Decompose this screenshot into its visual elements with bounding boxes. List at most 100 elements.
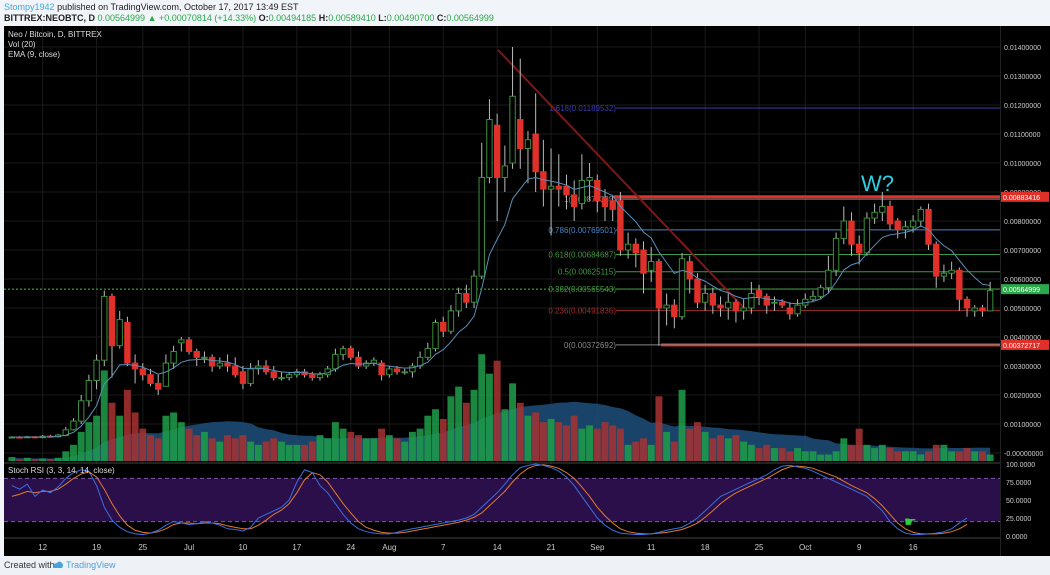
candle xyxy=(617,200,624,251)
price-tick: 0.01200000 xyxy=(1004,103,1041,110)
candle xyxy=(632,243,640,254)
candle xyxy=(201,356,208,359)
candle xyxy=(940,272,948,277)
volume-bar xyxy=(940,444,948,461)
volume-bar xyxy=(886,448,894,461)
candle xyxy=(501,165,509,178)
candle xyxy=(509,95,516,164)
candle xyxy=(339,348,347,355)
chart-pane[interactable]: 1.618(0.01189532) 1(0.00875335) 0.786(0.00… xyxy=(4,26,1000,556)
fib-label-0.786: 0.786(0.00769501) xyxy=(548,226,616,235)
candle xyxy=(463,293,470,303)
candle xyxy=(347,348,354,358)
candle xyxy=(855,243,863,254)
volume-bar xyxy=(909,451,917,461)
price-tick: 0.00700000 xyxy=(1004,248,1041,255)
fib-label-0: 0(0.00372692) xyxy=(564,341,616,350)
volume-bar xyxy=(616,428,624,461)
candle xyxy=(578,179,586,205)
candle xyxy=(740,307,747,312)
volume-bar xyxy=(524,415,532,461)
candle xyxy=(70,420,77,431)
candle xyxy=(101,295,108,361)
stoch-tick: 25.0000 xyxy=(1006,516,1031,523)
fib-label-0.382: 0.382(0.00565543) xyxy=(548,285,616,294)
candle xyxy=(609,200,616,210)
volume-bar xyxy=(8,457,16,461)
candle xyxy=(108,295,116,347)
stoch-tick: 100.0000 xyxy=(1006,462,1035,469)
time-tick-16: 16 xyxy=(909,543,918,552)
stoch-rsi-legend[interactable]: Stoch RSI (3, 3, 14, 14, close) xyxy=(8,466,115,475)
price-tick: 0.00100000 xyxy=(1004,422,1041,429)
volume-bar xyxy=(978,451,986,461)
volume-bar xyxy=(670,441,678,461)
candle xyxy=(755,290,763,297)
volume-bar xyxy=(516,402,524,461)
candle xyxy=(894,220,901,231)
candle xyxy=(440,322,447,332)
candle xyxy=(601,197,609,208)
publish-info: published on TradingView.com, October 17… xyxy=(57,2,299,12)
candle xyxy=(293,371,301,376)
fib-label-0.618: 0.618(0.00684687) xyxy=(548,250,616,259)
candle xyxy=(447,310,455,332)
tradingview-link[interactable]: TradingView xyxy=(66,560,116,570)
price-axis[interactable]: 0.01400000 0.01300000 0.01200000 0.01100000… xyxy=(999,26,1050,556)
volume-bar xyxy=(185,428,193,461)
candle xyxy=(224,362,231,367)
volume-bar xyxy=(393,438,401,461)
candle xyxy=(432,322,439,350)
legend-volume[interactable]: Vol (20) xyxy=(8,40,36,49)
volume-bar xyxy=(963,448,971,461)
stoch-tick: 75.0000 xyxy=(1006,480,1031,487)
volume-bar xyxy=(563,425,570,461)
price-label: 0.00564999 xyxy=(1003,287,1040,294)
volume-bar xyxy=(809,451,817,461)
volume-bar xyxy=(347,431,355,461)
price-axis-svg: 0.01400000 0.01300000 0.01200000 0.01100000… xyxy=(999,26,1049,556)
volume-bar xyxy=(123,389,131,461)
candle xyxy=(409,365,416,373)
volume-bar xyxy=(293,444,301,461)
price-tick: 0.01400000 xyxy=(1004,45,1041,52)
candle xyxy=(162,362,170,387)
volume-bar xyxy=(285,444,293,461)
time-tick-Sep: Sep xyxy=(590,543,605,552)
price-chart-svg[interactable]: 1.618(0.01189532) 1(0.00875335) 0.786(0.00… xyxy=(4,26,1000,556)
candle xyxy=(278,377,285,380)
candle xyxy=(925,208,932,245)
volume-bar xyxy=(439,418,447,461)
price-label-bg xyxy=(1001,191,1049,202)
volume-bar xyxy=(763,444,771,461)
legend-title[interactable]: Neo / Bitcoin, D, BITTREX xyxy=(8,30,102,39)
fib-label-1.618: 1.618(0.01189532) xyxy=(549,104,616,113)
footer: Created with TradingView xyxy=(0,556,1050,575)
volume-bar xyxy=(640,438,647,461)
volume-bar xyxy=(663,431,671,461)
volume-bar xyxy=(770,448,778,461)
author-link[interactable]: Stompy1942 xyxy=(4,2,55,12)
legend-ema[interactable]: EMA (9, close) xyxy=(8,50,61,59)
candle xyxy=(979,307,986,312)
candle xyxy=(85,380,93,402)
volume-bar xyxy=(324,438,332,461)
volume-bar xyxy=(832,451,840,461)
price-label-bg xyxy=(1001,284,1049,295)
volume-bar xyxy=(593,428,601,461)
volume-bar xyxy=(925,451,932,461)
candle xyxy=(594,179,601,202)
volume-bar xyxy=(355,435,362,461)
volume-bar xyxy=(339,428,347,461)
candle xyxy=(648,261,655,271)
candle xyxy=(686,261,693,280)
volume-bar xyxy=(539,422,547,461)
time-tick-Jul: Jul xyxy=(184,543,194,552)
volume-bar xyxy=(871,448,879,461)
candle xyxy=(170,351,177,364)
volume-bar xyxy=(709,438,717,461)
volume-bar xyxy=(54,457,62,461)
volume-bar xyxy=(786,451,794,461)
candle xyxy=(655,261,663,309)
volume-bar xyxy=(193,435,201,461)
